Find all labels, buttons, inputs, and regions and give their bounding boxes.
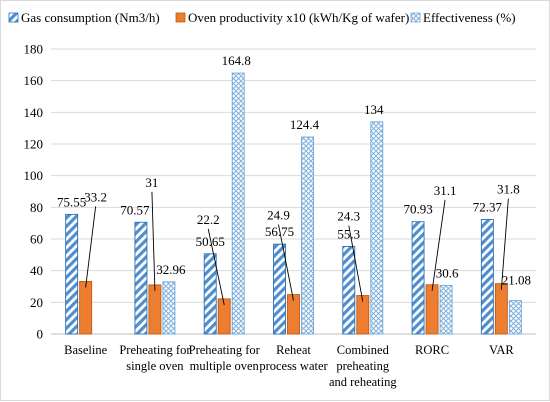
- legend-label-3: Effectiveness (%): [423, 10, 516, 25]
- leader-line: [278, 224, 294, 301]
- bar-3-2: [162, 281, 176, 335]
- data-label-3-2: 32.96: [156, 262, 186, 277]
- data-label-3-4: 124.4: [290, 117, 320, 132]
- data-label-2-2: 31: [145, 175, 158, 190]
- bars: [65, 72, 522, 335]
- leader-line: [500, 198, 509, 290]
- leader-line: [151, 191, 156, 291]
- bar-3-7: [508, 300, 522, 335]
- data-label-3-6: 30.6: [436, 266, 459, 281]
- x-category-label: and reheating: [329, 375, 397, 389]
- data-label-1-1: 75.55: [57, 194, 86, 209]
- legend-label-2: Oven productivity x10 (kWh/Kg of wafer): [188, 10, 409, 25]
- bar-2-6: [425, 284, 439, 335]
- x-category-label: multiple oven: [190, 359, 260, 373]
- data-label-2-1: 33.2: [84, 189, 107, 204]
- bar-1-3: [203, 253, 217, 335]
- axes: 0 20 40 60 80 100 120 140 160 180 Baseline Preheati…: [24, 42, 536, 389]
- bar-2-3: [217, 298, 231, 335]
- data-label-3-3: 164.8: [222, 53, 251, 68]
- y-tick-label: 120: [24, 137, 44, 152]
- legend-swatch-1: [8, 12, 19, 23]
- x-category-label: RORC: [415, 343, 449, 357]
- y-tick-label: 160: [24, 73, 44, 88]
- x-category-label: VAR: [489, 343, 514, 357]
- y-tick-label: 40: [30, 263, 43, 278]
- bar-1-1: [65, 213, 79, 335]
- data-labels: 75.5570.5750.6556.7555.370.9372.3733.231…: [57, 53, 531, 305]
- data-label-1-5: 55.3: [337, 226, 360, 241]
- leader-line: [207, 228, 225, 305]
- legend: Gas consumption (Nm3/h) Oven productivity…: [8, 10, 516, 25]
- legend-label-1: Gas consumption (Nm3/h): [21, 10, 160, 25]
- bar-3-3: [231, 72, 245, 335]
- x-category-label: preheating: [336, 359, 390, 373]
- leader-line: [431, 199, 446, 291]
- y-tick-label: 0: [37, 327, 44, 342]
- data-label-2-5: 24.3: [337, 209, 360, 224]
- bar-1-2: [134, 221, 148, 335]
- bar-2-7: [494, 283, 508, 335]
- bar-2-5: [356, 295, 370, 335]
- data-label-3-5: 134: [364, 102, 384, 117]
- bar-1-7: [480, 218, 494, 335]
- bar-3-4: [301, 136, 314, 335]
- bar-3-6: [439, 285, 453, 335]
- data-label-2-4: 24.9: [267, 208, 290, 223]
- data-label-1-6: 70.93: [403, 202, 432, 217]
- bar-2-4: [287, 294, 300, 335]
- y-tick-label: 60: [30, 232, 43, 247]
- y-tick-label: 180: [24, 42, 44, 57]
- data-label-2-7: 31.8: [497, 182, 520, 197]
- x-category-label: process water: [259, 359, 328, 373]
- data-label-1-3: 50.65: [196, 234, 225, 249]
- bar-1-5: [342, 245, 356, 335]
- x-category-label: Baseline: [64, 343, 107, 357]
- data-label-1-7: 72.37: [473, 199, 503, 214]
- legend-swatch-3: [410, 12, 421, 23]
- x-category-label: Preheating for: [119, 343, 191, 357]
- bar-2-1: [79, 280, 93, 335]
- y-tick-label: 20: [30, 295, 43, 310]
- x-category-label: Combined: [337, 343, 390, 357]
- y-tick-label: 140: [24, 105, 44, 120]
- data-label-3-7: 21.08: [502, 273, 531, 288]
- data-label-1-2: 70.57: [120, 202, 150, 217]
- x-category-label: Preheating for: [189, 343, 261, 357]
- y-tick-label: 80: [30, 200, 43, 215]
- leader-line: [348, 225, 364, 302]
- y-tick-label: 100: [24, 168, 44, 183]
- data-label-2-3: 22.2: [197, 212, 220, 227]
- bar-3-5: [370, 121, 384, 335]
- bar-1-4: [273, 243, 286, 335]
- leader-line: [85, 206, 97, 288]
- gridlines: [51, 48, 536, 303]
- data-label-2-6: 31.1: [434, 183, 457, 198]
- bar-1-6: [411, 221, 425, 335]
- x-category-label: Reheat: [276, 343, 311, 357]
- bar-2-2: [148, 284, 162, 335]
- x-category-label: single oven: [126, 359, 184, 373]
- legend-swatch-2: [175, 12, 186, 23]
